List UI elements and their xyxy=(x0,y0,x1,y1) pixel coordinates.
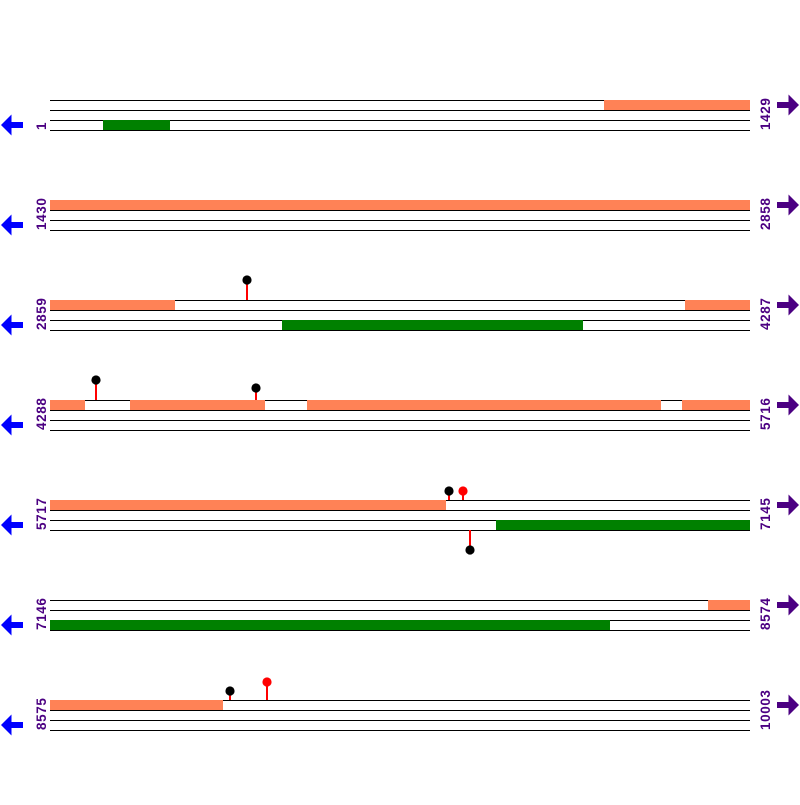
svg-text:4287: 4287 xyxy=(758,298,773,330)
svg-text:7146: 7146 xyxy=(34,598,49,630)
svg-text:1: 1 xyxy=(34,122,49,130)
svg-text:1429: 1429 xyxy=(758,98,773,130)
svg-text:5717: 5717 xyxy=(34,498,49,530)
svg-text:8574: 8574 xyxy=(758,598,773,630)
svg-text:8575: 8575 xyxy=(34,698,49,730)
svg-text:1430: 1430 xyxy=(34,198,49,230)
svg-text:5716: 5716 xyxy=(758,398,773,430)
svg-text:4288: 4288 xyxy=(34,398,49,430)
svg-text:2858: 2858 xyxy=(758,198,773,230)
svg-text:10003: 10003 xyxy=(758,689,773,730)
svg-text:7145: 7145 xyxy=(758,498,773,530)
svg-text:2859: 2859 xyxy=(34,298,49,330)
